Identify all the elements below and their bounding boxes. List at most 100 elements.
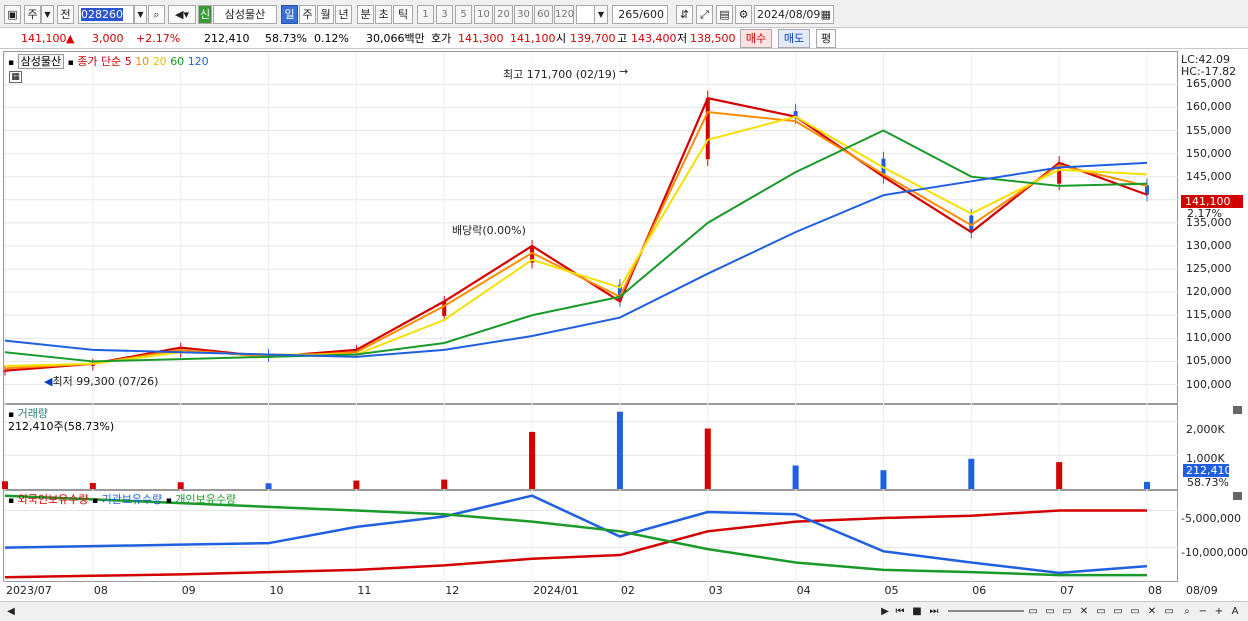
stock-name[interactable]: 삼성물산: [213, 5, 277, 24]
price-tick-label: 150,000: [1186, 146, 1232, 160]
stop-icon[interactable]: ■: [912, 606, 922, 617]
price-panel[interactable]: [3, 51, 1178, 404]
layout-icon[interactable]: ▭: [1130, 606, 1140, 617]
volume-ratio: 58.73%: [265, 32, 307, 45]
menu-dot-icon[interactable]: ▪: [8, 496, 15, 506]
interval-10[interactable]: 10: [474, 5, 493, 24]
volume-value: 212,410: [204, 32, 250, 45]
search-icon[interactable]: ⌕: [148, 5, 165, 24]
period-week[interactable]: 주: [299, 5, 316, 24]
high-price: 143,400: [631, 32, 677, 45]
count-input[interactable]: 265/600: [612, 5, 668, 24]
code-input[interactable]: 028260: [78, 5, 134, 24]
bottom-scrollbar[interactable]: ◀ ▶ ⏮ ■ ⏭ ▭ ▭ ▭ ✕ ▭ ▭ ▭ ✕ ▭ ⌕ − + A: [0, 601, 1248, 621]
price-tick-label: 165,000: [1186, 77, 1232, 91]
volume-panel[interactable]: [3, 404, 1178, 490]
interval-3[interactable]: 3: [436, 5, 453, 24]
foreign-holding-legend[interactable]: 외국인보유수량: [17, 493, 89, 506]
price-tick-label: 115,000: [1186, 308, 1232, 322]
type-select[interactable]: 주: [24, 5, 41, 24]
institution-holding-legend[interactable]: 기관보유수량: [101, 493, 163, 506]
rewind-icon[interactable]: ⏮: [895, 606, 905, 617]
interval-120[interactable]: 120: [554, 5, 574, 24]
ma120-legend[interactable]: 120: [187, 55, 209, 68]
forward-icon[interactable]: ⏭: [929, 606, 939, 617]
buy-button[interactable]: 매수: [740, 29, 772, 48]
low-label: 저: [677, 32, 688, 45]
date-tick-label: 11: [357, 584, 372, 597]
high-label: 고: [617, 32, 628, 45]
period-year[interactable]: 년: [335, 5, 352, 24]
price-tick-label: 145,000: [1186, 169, 1232, 183]
layout-icon[interactable]: ▭: [1164, 606, 1174, 617]
period-month[interactable]: 월: [317, 5, 334, 24]
period-second[interactable]: 초: [375, 5, 392, 24]
scroll-right-icon[interactable]: ▶: [881, 606, 889, 617]
calendar-icon[interactable]: ▦: [820, 8, 831, 21]
date-tick-label: 04: [796, 584, 811, 597]
chevron-down-icon[interactable]: ▼: [41, 5, 54, 24]
menu-dot-icon[interactable]: ▪: [8, 58, 15, 68]
layout-icon[interactable]: ▭: [1113, 606, 1123, 617]
gear-icon[interactable]: ⚙: [735, 5, 752, 24]
right-arrow-icon: →: [619, 65, 629, 78]
dividend-annotation: 배당락(0.00%): [452, 224, 526, 237]
menu-dot-icon[interactable]: ▪: [91, 496, 99, 506]
zoom-slider[interactable]: [948, 610, 1024, 612]
interval-20[interactable]: 20: [494, 5, 513, 24]
indicator-icon[interactable]: ⇵: [676, 5, 693, 24]
code-dropdown-icon[interactable]: ▼: [134, 5, 147, 24]
date-input[interactable]: 2024/08/09 ▦: [754, 5, 834, 24]
crosshair-icon[interactable]: ✕: [1079, 606, 1089, 617]
stock-tag[interactable]: 삼성물산: [17, 54, 65, 69]
prev-button[interactable]: 전: [57, 5, 74, 24]
quote-label: 호가: [431, 32, 452, 45]
evaluation-button[interactable]: 평: [816, 29, 836, 48]
ma60-legend[interactable]: 60: [170, 55, 185, 68]
volume-last-pct: 58.73%: [1187, 476, 1229, 489]
date-tick-label: 2024/01: [533, 584, 579, 597]
layout-icon[interactable]: ▭: [1028, 606, 1038, 617]
table-icon[interactable]: ▦: [9, 71, 22, 83]
code-value: 028260: [81, 8, 123, 21]
close-icon[interactable]: [1233, 406, 1242, 414]
interval-30[interactable]: 30: [514, 5, 533, 24]
ma5-legend[interactable]: 5: [124, 55, 132, 68]
menu-dot-icon[interactable]: ▪: [165, 496, 172, 506]
zoom-out-icon[interactable]: −: [1198, 606, 1208, 617]
interval-dropdown-icon[interactable]: ▼: [594, 5, 608, 24]
low-price: 138,500: [690, 32, 736, 45]
crosshair-icon[interactable]: ✕: [1147, 606, 1157, 617]
volume-bar: [353, 480, 360, 489]
ma10-legend[interactable]: 10: [135, 55, 150, 68]
ma20-legend[interactable]: 20: [152, 55, 167, 68]
candle-body: [3, 370, 7, 372]
period-minute[interactable]: 분: [357, 5, 374, 24]
volume-bar: [529, 431, 536, 489]
draw-tool-icon[interactable]: ⤢: [696, 5, 713, 24]
magnify-icon[interactable]: ⌕: [1184, 606, 1190, 617]
interval-5[interactable]: 5: [455, 5, 472, 24]
close-icon[interactable]: [1233, 492, 1242, 500]
speaker-icon[interactable]: ◀▾: [168, 5, 196, 24]
scroll-left-icon[interactable]: ◀: [7, 606, 15, 617]
holding-panel[interactable]: [3, 490, 1178, 582]
menu-dot-icon[interactable]: ▪: [8, 410, 15, 420]
layout-icon[interactable]: ▭: [1062, 606, 1072, 617]
price-tick-label: 125,000: [1186, 262, 1232, 276]
layout-icon[interactable]: ▭: [1045, 606, 1055, 617]
sell-button[interactable]: 매도: [778, 29, 810, 48]
individual-holding-legend[interactable]: 개인보유수량: [175, 493, 237, 506]
save-icon[interactable]: ▤: [716, 5, 733, 24]
interval-1[interactable]: 1: [417, 5, 434, 24]
zoom-in-icon[interactable]: +: [1214, 606, 1224, 617]
text-size-icon[interactable]: A: [1231, 606, 1239, 617]
date-tick-label: 12: [445, 584, 460, 597]
menu-dot-icon[interactable]: ▪: [67, 58, 74, 68]
ask-price: 141,300: [458, 32, 504, 45]
period-day[interactable]: 일: [281, 5, 298, 24]
interval-60[interactable]: 60: [534, 5, 553, 24]
period-tick[interactable]: 틱: [393, 5, 413, 24]
window-icon[interactable]: ▣: [4, 5, 21, 24]
layout-icon[interactable]: ▭: [1096, 606, 1106, 617]
